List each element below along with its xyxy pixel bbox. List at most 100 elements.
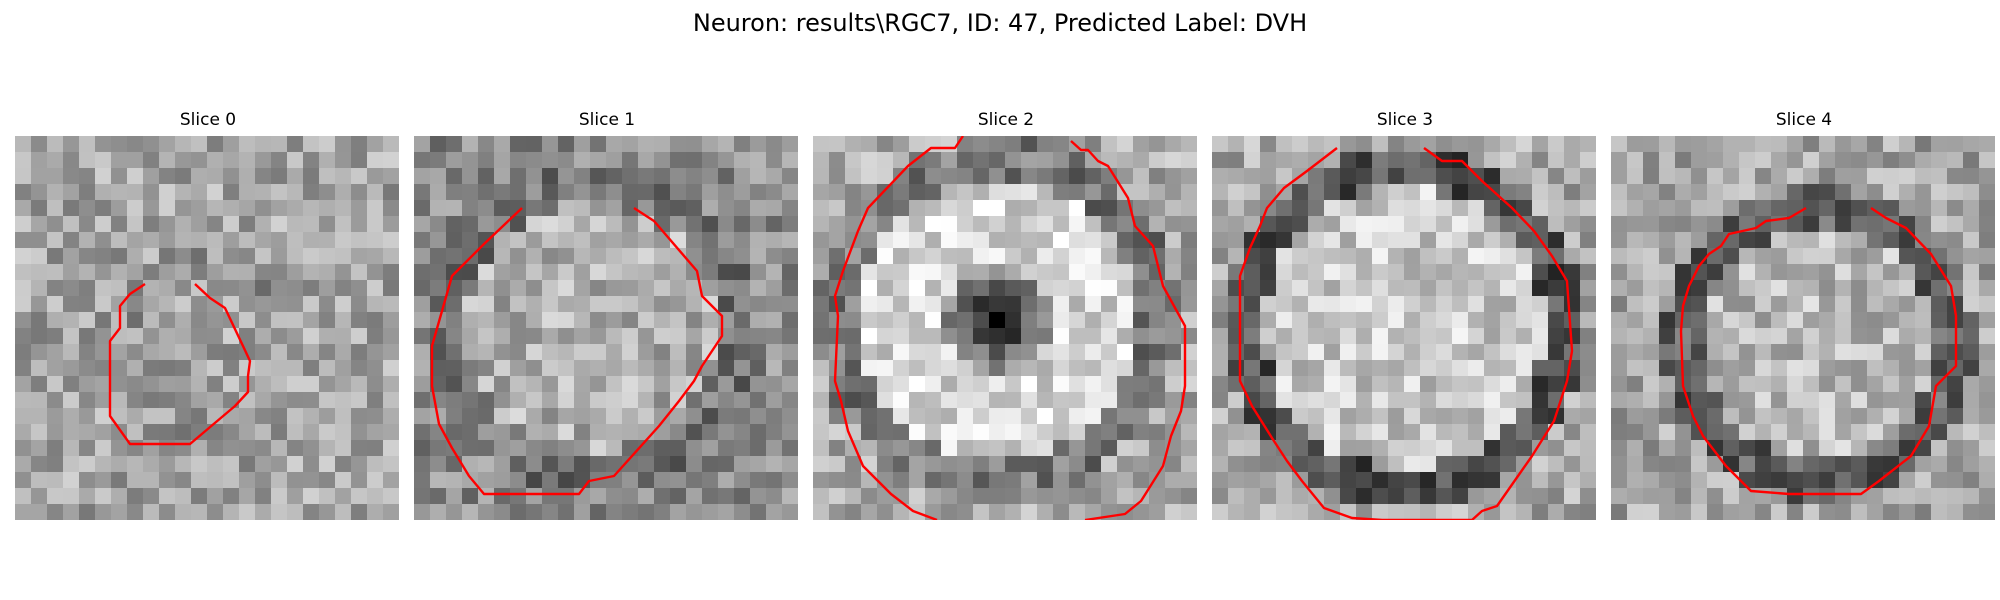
pixel [31, 360, 47, 376]
pixel [1228, 472, 1244, 488]
pixel [1659, 504, 1675, 520]
pixel [1420, 264, 1436, 280]
pixel [574, 152, 590, 168]
pixel [1611, 296, 1627, 312]
pixel [143, 392, 159, 408]
pixel [654, 328, 670, 344]
pixel [1915, 136, 1931, 152]
pixel [1324, 424, 1340, 440]
pixel [1835, 472, 1851, 488]
pixel [1580, 424, 1596, 440]
pixel [925, 232, 941, 248]
pixel [1244, 360, 1260, 376]
pixel [542, 216, 558, 232]
pixel [1292, 376, 1308, 392]
pixel [670, 376, 686, 392]
pixel [159, 248, 175, 264]
pixel [1276, 376, 1292, 392]
pixel [367, 504, 383, 520]
pixel [1053, 360, 1069, 376]
pixel [1835, 376, 1851, 392]
pixel [111, 136, 127, 152]
pixel [957, 248, 973, 264]
pixel [1532, 424, 1548, 440]
pixel [622, 136, 638, 152]
pixel [1516, 408, 1532, 424]
pixel [159, 424, 175, 440]
pixel [191, 264, 207, 280]
pixel [1372, 264, 1388, 280]
pixel [1739, 424, 1755, 440]
pixel [494, 232, 510, 248]
pixel [1659, 136, 1675, 152]
pixel [973, 152, 989, 168]
pixel [446, 184, 462, 200]
pixel [1548, 136, 1564, 152]
pixel [989, 296, 1005, 312]
pixel [1787, 376, 1803, 392]
pixel [782, 184, 798, 200]
pixel [159, 440, 175, 456]
pixel [654, 488, 670, 504]
pixel [750, 200, 766, 216]
pixel [287, 392, 303, 408]
pixel [1117, 168, 1133, 184]
pixel [909, 456, 925, 472]
pixel [255, 472, 271, 488]
pixel [1484, 408, 1500, 424]
pixel [1228, 168, 1244, 184]
pixel [1819, 296, 1835, 312]
pixel [973, 136, 989, 152]
pixel [1372, 360, 1388, 376]
pixel [1404, 216, 1420, 232]
pixel [893, 360, 909, 376]
pixel [1308, 184, 1324, 200]
pixel [1420, 248, 1436, 264]
pixel [1643, 360, 1659, 376]
pixel [941, 344, 957, 360]
pixel [1037, 312, 1053, 328]
pixel [909, 184, 925, 200]
pixel [1643, 344, 1659, 360]
pixel [1643, 424, 1659, 440]
pixel [287, 248, 303, 264]
pixel [909, 216, 925, 232]
pixel [1611, 216, 1627, 232]
pixel [1133, 392, 1149, 408]
pixel [1819, 440, 1835, 456]
pixel [1436, 376, 1452, 392]
pixel [95, 424, 111, 440]
pixel [686, 456, 702, 472]
pixel [1739, 136, 1755, 152]
pixel [542, 504, 558, 520]
pixel [143, 200, 159, 216]
pixel [1516, 216, 1532, 232]
pixel [909, 136, 925, 152]
pixel [15, 408, 31, 424]
pixel [1165, 312, 1181, 328]
pixel [1931, 456, 1947, 472]
pixel [957, 376, 973, 392]
pixel [510, 168, 526, 184]
pixel [702, 328, 718, 344]
pixel [1803, 456, 1819, 472]
pixel [1979, 312, 1995, 328]
pixel [478, 504, 494, 520]
pixel [494, 328, 510, 344]
pixel [622, 376, 638, 392]
pixel [1627, 232, 1643, 248]
pixel [526, 488, 542, 504]
pixel [1627, 360, 1643, 376]
pixel [510, 472, 526, 488]
pixel [1452, 232, 1468, 248]
pixel [766, 296, 782, 312]
pixel [957, 488, 973, 504]
pixel [1851, 344, 1867, 360]
pixel [1452, 312, 1468, 328]
pixel [1021, 488, 1037, 504]
pixel [47, 312, 63, 328]
pixel [1532, 248, 1548, 264]
pixel [1053, 376, 1069, 392]
pixel [813, 184, 829, 200]
pixel [1292, 440, 1308, 456]
